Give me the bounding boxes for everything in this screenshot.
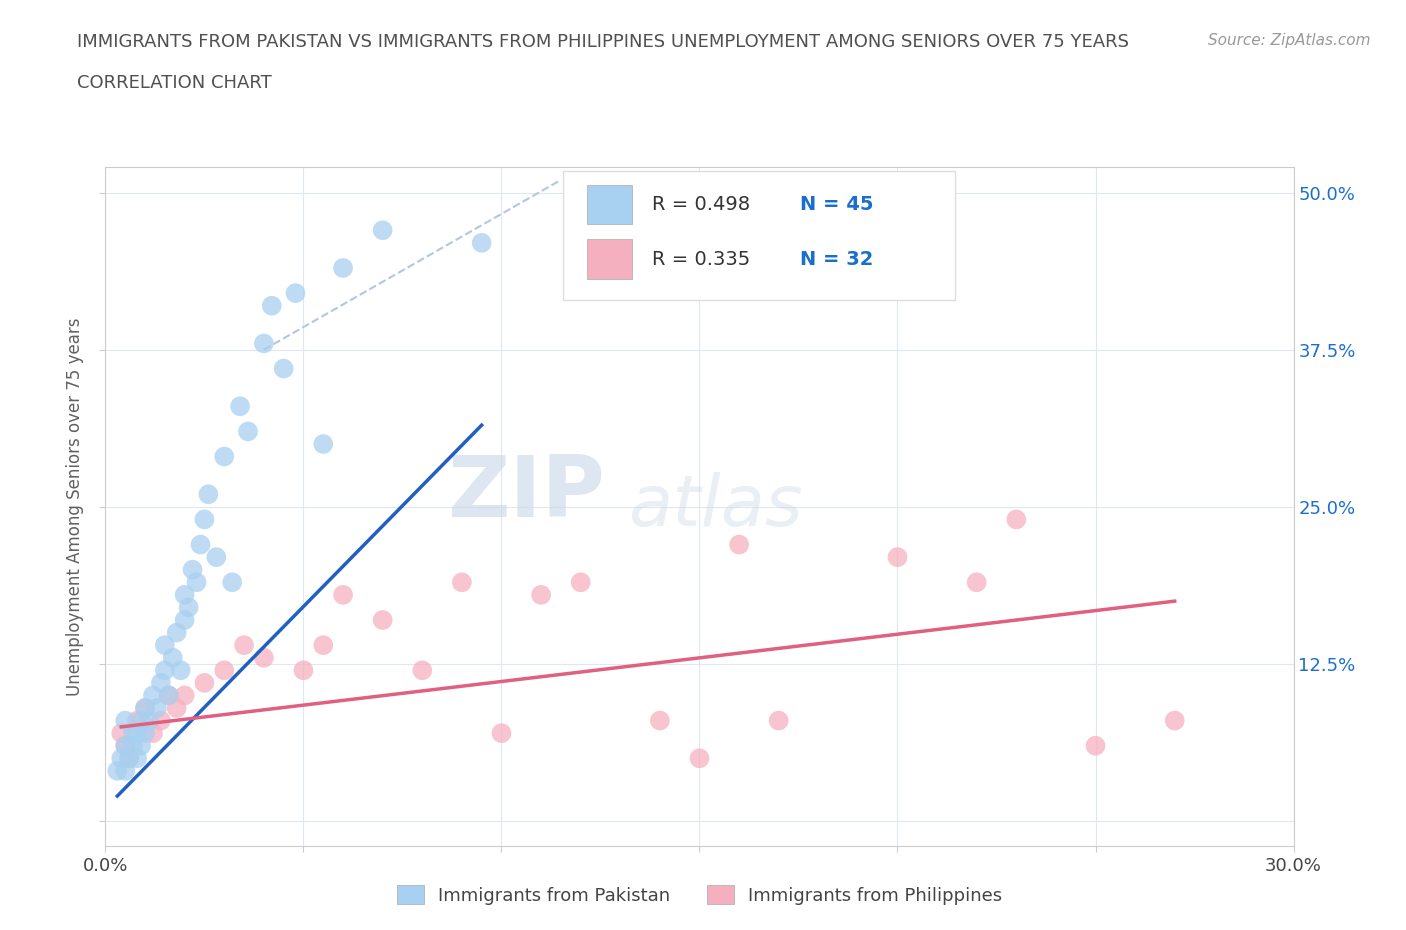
Legend: Immigrants from Pakistan, Immigrants from Philippines: Immigrants from Pakistan, Immigrants fro… [389,878,1010,912]
Point [1084,738,1107,753]
Point [122,725,145,740]
Point [193,675,215,690]
Point [129,713,152,728]
Point [149,675,172,690]
Point [127,751,149,765]
Point [689,751,711,765]
Point [221,575,243,590]
FancyBboxPatch shape [586,239,631,279]
Point [114,738,136,753]
Point [142,688,165,703]
Text: CORRELATION CHART: CORRELATION CHART [77,74,273,92]
Point [371,613,394,628]
Point [181,563,204,578]
Point [173,688,195,703]
Point [966,575,988,590]
Point [114,713,136,728]
Point [332,588,354,603]
Point [260,299,283,313]
Point [273,361,295,376]
Point [1164,713,1187,728]
Point [371,223,394,238]
Point [129,738,152,753]
Point [569,575,592,590]
Point [1005,512,1028,527]
Point [149,713,172,728]
Point [153,663,176,678]
Point [197,486,219,501]
Point [186,575,208,590]
FancyBboxPatch shape [586,185,631,224]
Point [530,588,553,603]
Point [110,751,132,765]
Point [127,713,149,728]
Point [214,663,236,678]
Point [886,550,908,565]
FancyBboxPatch shape [562,171,955,299]
Point [236,424,259,439]
Text: R = 0.498: R = 0.498 [652,195,749,214]
Text: R = 0.335: R = 0.335 [652,249,751,269]
Point [292,663,315,678]
Point [312,436,335,451]
Point [118,751,141,765]
Point [173,588,195,603]
Text: N = 45: N = 45 [800,195,875,214]
Point [118,751,141,765]
Point [162,650,184,665]
Point [142,725,165,740]
Point [105,764,128,778]
Point [332,260,354,275]
Point [253,336,276,351]
Point [157,688,180,703]
Point [728,538,751,552]
Point [491,725,513,740]
Point [134,700,156,715]
Point [768,713,790,728]
Point [233,638,256,653]
Point [312,638,335,653]
Point [193,512,215,527]
Point [411,663,433,678]
Point [170,663,193,678]
Point [214,449,236,464]
Text: ZIP: ZIP [447,452,605,535]
Point [146,700,169,715]
Point [110,725,132,740]
Point [114,764,136,778]
Point [648,713,671,728]
Point [205,550,228,565]
Point [153,638,176,653]
Point [450,575,472,590]
Point [253,650,276,665]
Point [157,688,180,703]
Point [177,600,200,615]
Point [134,700,156,715]
Text: atlas: atlas [628,472,803,541]
Point [122,738,145,753]
Point [284,286,307,300]
Text: N = 32: N = 32 [800,249,875,269]
Point [166,625,188,640]
Point [229,399,252,414]
Text: IMMIGRANTS FROM PAKISTAN VS IMMIGRANTS FROM PHILIPPINES UNEMPLOYMENT AMONG SENIO: IMMIGRANTS FROM PAKISTAN VS IMMIGRANTS F… [77,33,1129,50]
Point [173,613,195,628]
Point [134,725,156,740]
Text: Source: ZipAtlas.com: Source: ZipAtlas.com [1208,33,1371,47]
Point [127,725,149,740]
Y-axis label: Unemployment Among Seniors over 75 years: Unemployment Among Seniors over 75 years [66,318,84,696]
Point [114,738,136,753]
Point [166,700,188,715]
Point [190,538,212,552]
Point [138,713,160,728]
Point [471,235,494,250]
